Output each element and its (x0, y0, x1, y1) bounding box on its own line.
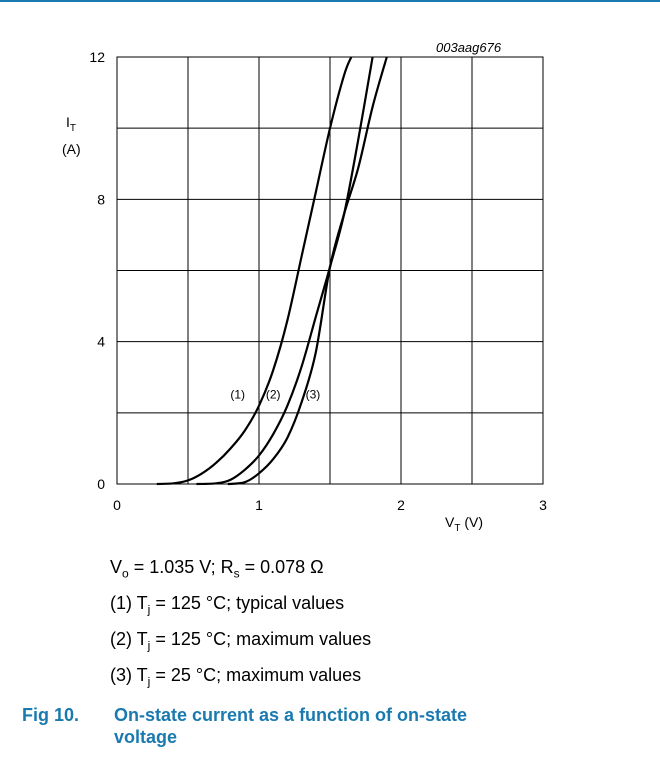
chart-notes: Vo = 1.035 V; Rs = 0.078 Ω (1) Tj = 125 … (110, 553, 371, 697)
curve-label-2: (2) (266, 388, 281, 402)
y-axis-unit: (A) (62, 140, 81, 157)
curve-label-1: (1) (230, 388, 245, 402)
note-item-3: (3) Tj = 25 °C; maximum values (110, 665, 362, 689)
y-axis-label: IT (A) (62, 112, 81, 159)
curve-label-3: (3) (306, 388, 321, 402)
top-rule (0, 0, 660, 2)
x-tick-label: 1 (255, 497, 263, 513)
figure-code: 003aag676 (436, 40, 502, 55)
figure-number: Fig 10. (22, 705, 80, 725)
figure-caption: Fig 10. On-state current as a function of… (22, 704, 642, 748)
series-line-1 (156, 56, 353, 486)
x-tick-label: 3 (539, 497, 547, 513)
y-tick-label: 8 (97, 191, 105, 207)
y-axis-symbol: IT (66, 114, 76, 134)
caption-line-1: On-state current as a function of on-sta… (114, 705, 468, 725)
x-tick-label: 2 (397, 497, 405, 513)
x-axis-label: VT (V) (445, 514, 484, 534)
x-tick-label: 0 (113, 497, 121, 513)
y-tick-label: 0 (97, 476, 105, 492)
note-item-1: (1) Tj = 125 °C; typical values (110, 593, 345, 617)
caption-line-2: voltage (114, 727, 178, 747)
y-tick-label: 4 (97, 334, 105, 350)
note-parameters: Vo = 1.035 V; Rs = 0.078 Ω (110, 557, 324, 581)
y-tick-label: 12 (89, 49, 105, 65)
note-item-2: (2) Tj = 125 °C; maximum values (110, 629, 372, 653)
series-line-3 (227, 56, 388, 486)
plot-frame (116, 56, 544, 485)
